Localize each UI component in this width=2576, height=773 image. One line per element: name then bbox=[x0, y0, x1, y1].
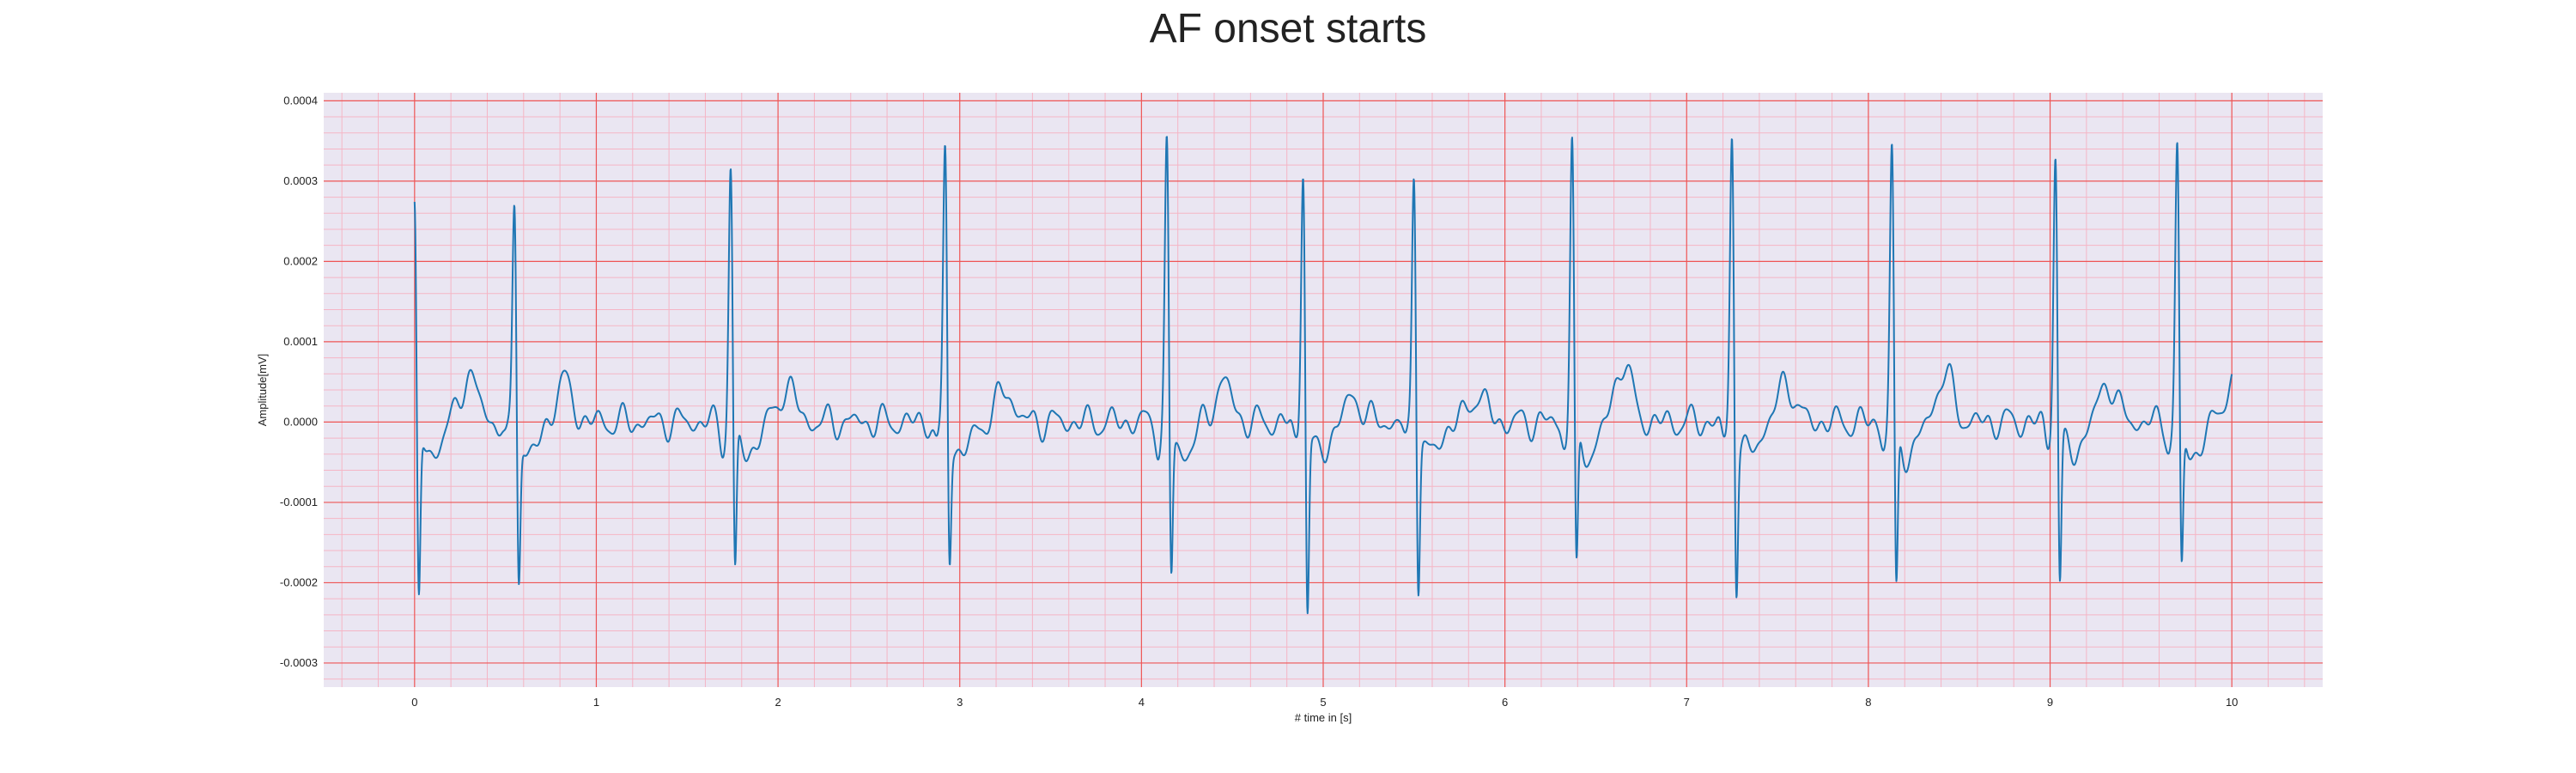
series-group bbox=[413, 136, 2233, 615]
x-tick-label: 2 bbox=[775, 696, 781, 709]
x-tick-label: 1 bbox=[593, 696, 599, 709]
y-axis: -0.0003 -0.0002 -0.0001 0.0000 0.0001 0.0002 0… bbox=[280, 94, 318, 669]
ecg-line bbox=[413, 136, 2233, 615]
x-tick-label: 4 bbox=[1139, 696, 1145, 709]
x-axis-label: # time in [s] bbox=[1295, 711, 1352, 724]
x-tick-label: 3 bbox=[957, 696, 963, 709]
y-tick-label: 0.0003 bbox=[283, 174, 318, 187]
x-tick-label: 0 bbox=[411, 696, 417, 709]
y-tick-label: 0.0000 bbox=[283, 415, 318, 428]
y-tick-label: 0.0001 bbox=[283, 335, 318, 348]
x-tick-label: 7 bbox=[1684, 696, 1690, 709]
x-tick-label: 10 bbox=[2226, 696, 2238, 709]
y-tick-label: 0.0004 bbox=[283, 94, 318, 107]
x-tick-label: 5 bbox=[1320, 696, 1326, 709]
y-tick-label: -0.0002 bbox=[280, 575, 318, 588]
y-axis-label: Amplitude[mV] bbox=[256, 354, 269, 427]
x-tick-label: 6 bbox=[1502, 696, 1508, 709]
y-tick-label: -0.0003 bbox=[280, 656, 318, 669]
major-grid bbox=[324, 93, 2323, 687]
x-tick-label: 8 bbox=[1865, 696, 1871, 709]
x-axis: 0 1 2 3 4 5 6 7 8 9 10 bbox=[411, 696, 2238, 709]
y-tick-label: -0.0001 bbox=[280, 496, 318, 508]
chart-title: AF onset starts bbox=[1149, 6, 1427, 52]
y-tick-label: 0.0002 bbox=[283, 254, 318, 267]
x-tick-label: 9 bbox=[2047, 696, 2053, 709]
